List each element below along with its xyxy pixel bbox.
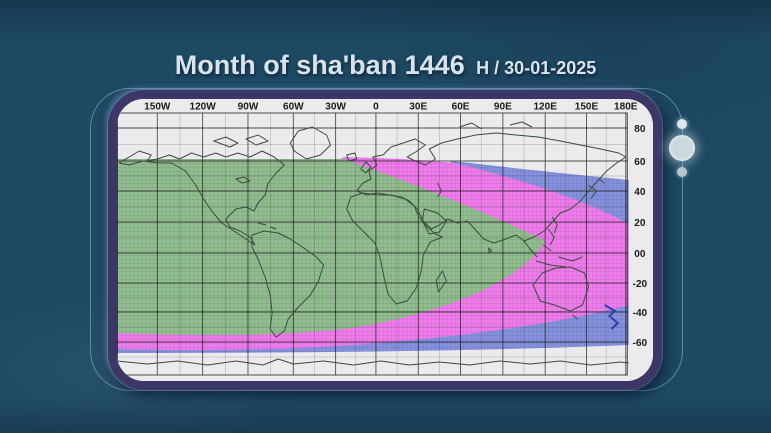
lat-label: -40 xyxy=(633,308,648,319)
lon-label: 180E xyxy=(614,102,638,113)
lon-label: 60E xyxy=(452,102,470,113)
lat-label: 40 xyxy=(634,187,646,198)
coastline xyxy=(213,136,239,148)
lon-label: 0 xyxy=(373,102,379,113)
lat-label: 60 xyxy=(634,157,646,168)
coastline xyxy=(523,228,583,268)
lon-label: 30E xyxy=(409,102,427,113)
coastline xyxy=(459,121,533,130)
coastline xyxy=(257,222,277,230)
coastline xyxy=(346,192,443,305)
title-main: Month of sha'ban 1446 xyxy=(174,50,465,80)
coastline-new-zealand xyxy=(604,304,620,330)
carousel-dot[interactable] xyxy=(677,167,687,177)
coastline xyxy=(488,247,493,254)
title-suffix: H / 30-01-2025 xyxy=(476,58,597,78)
lat-label: -60 xyxy=(633,338,648,349)
decorative-outline-frame xyxy=(90,88,683,391)
coastline xyxy=(118,150,285,246)
coastline xyxy=(435,270,447,293)
coastline xyxy=(235,176,251,184)
lon-label: 120W xyxy=(190,102,217,113)
lon-label: 150W xyxy=(144,102,171,113)
lon-label: 150E xyxy=(575,102,599,113)
lat-label: -20 xyxy=(633,279,648,290)
lat-label-strip xyxy=(628,99,653,381)
lon-label: 30W xyxy=(325,102,346,113)
coastline xyxy=(245,134,269,146)
carousel-dot[interactable] xyxy=(677,119,687,129)
lon-label: 90W xyxy=(238,102,259,113)
visibility-map-panel: 80 60 40 20 00 -20 -40 -60 150W 120W 90W 60W 30W 0 30E… xyxy=(108,90,662,390)
lat-label: 00 xyxy=(634,249,646,260)
coastline xyxy=(289,126,332,160)
lon-label: 120E xyxy=(533,102,557,113)
coastline xyxy=(356,132,627,244)
coastline xyxy=(251,230,325,338)
coastline xyxy=(346,152,358,162)
lon-label: 60W xyxy=(283,102,304,113)
coastline xyxy=(532,266,590,320)
lat-label: 20 xyxy=(634,218,646,229)
coastline xyxy=(421,208,447,235)
coastline xyxy=(551,216,558,234)
world-map: 80 60 40 20 00 -20 -40 -60 150W 120W 90W 60W 30W 0 30E… xyxy=(117,99,653,381)
grid-border xyxy=(117,112,628,376)
coastline xyxy=(588,178,605,200)
lat-label: 80 xyxy=(634,124,646,135)
carousel-dot-active[interactable] xyxy=(669,135,695,161)
coastline xyxy=(360,161,372,174)
coastline xyxy=(117,358,629,366)
lon-label: 90E xyxy=(494,102,512,113)
coastline xyxy=(436,182,442,198)
page-title: Month of sha'ban 1446 H / 30-01-2025 xyxy=(0,50,771,81)
